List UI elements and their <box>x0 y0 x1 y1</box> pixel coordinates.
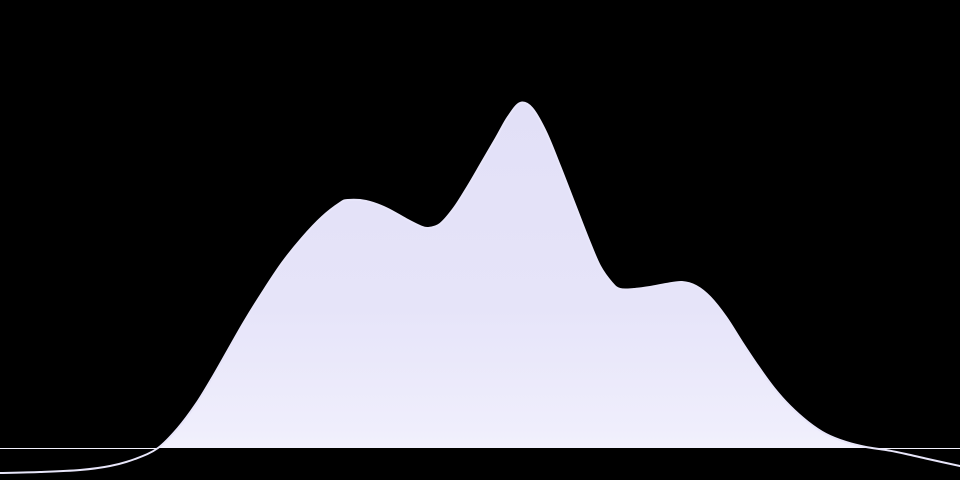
area-outline-stroke <box>0 101 960 474</box>
area-fill <box>0 102 960 449</box>
